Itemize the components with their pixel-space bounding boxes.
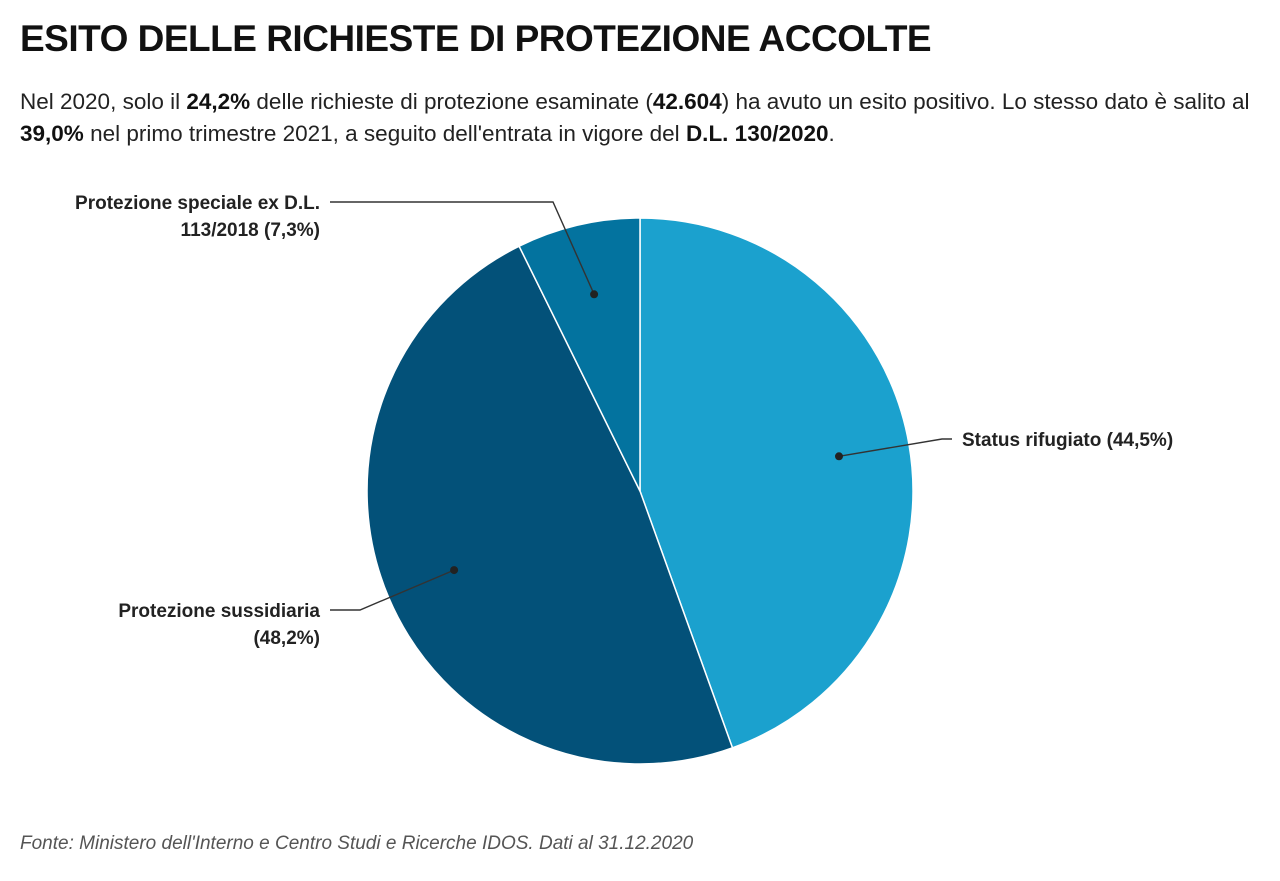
leader-dot (590, 290, 599, 299)
subtitle-highlight: 42.604 (652, 89, 722, 114)
subtitle-highlight: 24,2% (186, 89, 251, 114)
leader-dot (450, 566, 459, 575)
subtitle-text: ) ha avuto un esito positivo. Lo stesso … (721, 89, 1250, 114)
slice-label-line: Protezione sussidiaria (118, 601, 320, 622)
subtitle-text: . (828, 121, 835, 146)
leader-line (330, 569, 455, 611)
slice-label: Protezione sussidiaria (48,2%) (118, 601, 320, 649)
slice-label-line: Status rifugiato (44,5%) (962, 430, 1173, 451)
subtitle-highlight: D.L. 130/2020 (685, 121, 829, 146)
page-subtitle: Nel 2020, solo il 24,2% delle richieste … (20, 86, 1260, 150)
slice-label-line: (48,2%) (253, 628, 320, 649)
subtitle-text: Nel 2020, solo il (20, 89, 187, 114)
subtitle-highlight: 39,0% (20, 121, 84, 146)
subtitle-text: delle richieste di protezione esaminate … (250, 89, 653, 114)
leader-dot (835, 452, 843, 461)
slice-label-line: 113/2018 (7,3%) (181, 220, 320, 241)
source-note: Fonte: Ministero dell'Interno e Centro S… (20, 833, 694, 854)
leader-line (330, 201, 595, 295)
slice-label-line: Protezione speciale ex D.L. (75, 193, 320, 214)
leader-line (838, 438, 952, 457)
subtitle-text: nel primo trimestre 2021, a seguito dell… (83, 121, 686, 146)
pie-slice (518, 217, 641, 492)
slice-label: Protezione speciale ex D.L. 113/2018 (7,3… (75, 193, 320, 241)
page-title: ESITO DELLE RICHIESTE DI PROTEZIONE ACCO… (20, 18, 932, 59)
slice-label: Status rifugiato (44,5%) (962, 430, 1173, 451)
